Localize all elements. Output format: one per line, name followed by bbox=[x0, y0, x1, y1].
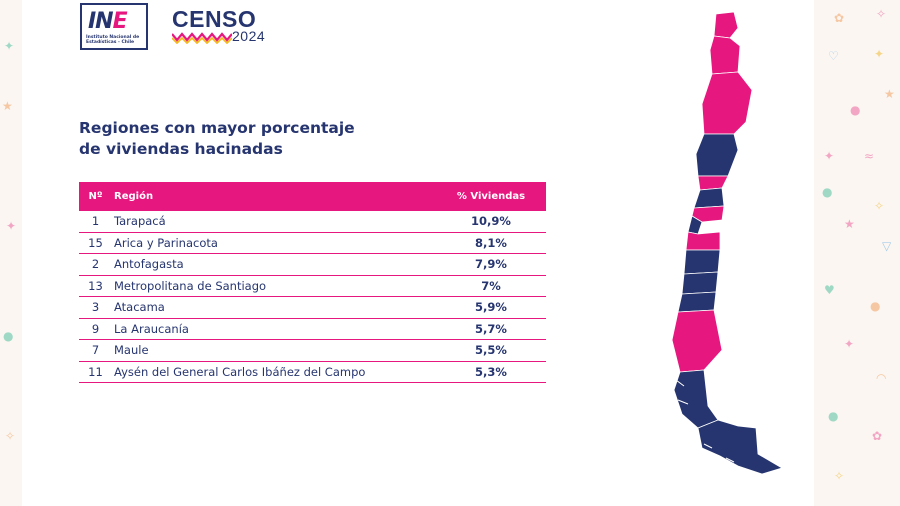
row-num: 7 bbox=[91, 343, 100, 358]
map-fjord-lines bbox=[675, 379, 735, 463]
confetti-decoration: ◠ bbox=[876, 371, 887, 385]
map-region-araucania bbox=[681, 271, 719, 295]
confetti-decoration: ● bbox=[822, 185, 833, 199]
row-pct: 5,9% bbox=[475, 300, 507, 315]
row-region: Aysén del General Carlos Ibáñez del Camp… bbox=[114, 364, 366, 379]
row-pct: 7,9% bbox=[475, 257, 507, 272]
confetti-decoration: ✿ bbox=[872, 429, 883, 443]
confetti-decoration: ≈ bbox=[864, 149, 875, 163]
row-pct: 8,1% bbox=[475, 235, 507, 250]
confetti-decoration: ✦ bbox=[844, 337, 855, 351]
row-region: La Araucanía bbox=[114, 321, 189, 336]
regions-table: Nº Región % Viviendas 1 Tarapacá 10,9% 1… bbox=[79, 182, 546, 383]
header-num: Nº bbox=[88, 191, 103, 202]
row-num: 2 bbox=[91, 257, 100, 272]
censo-logo-year: 2024 bbox=[232, 28, 266, 44]
map-region-metropolitana bbox=[691, 205, 725, 223]
ine-logo-mark: INE bbox=[88, 9, 128, 34]
row-region: Arica y Parinacota bbox=[114, 235, 218, 250]
left-decorative-border: ✦ ★ ✦ ● ✧ bbox=[0, 0, 22, 506]
confetti-decoration: ✧ bbox=[834, 469, 845, 483]
confetti-decoration: ● bbox=[870, 299, 881, 313]
table-header: Nº Región % Viviendas bbox=[79, 182, 546, 211]
confetti-decoration: ✦ bbox=[4, 39, 15, 53]
table-row: 1 Tarapacá 10,9% bbox=[79, 211, 546, 233]
map-region-arica bbox=[713, 11, 739, 39]
map-region-biobio bbox=[683, 249, 721, 275]
title-line-2: de viviendas hacinadas bbox=[79, 140, 283, 158]
confetti-decoration: ✧ bbox=[874, 199, 885, 213]
row-region: Metropolitana de Santiago bbox=[114, 278, 267, 293]
table-row: 2 Antofagasta 7,9% bbox=[79, 254, 546, 276]
table-row: 3 Atacama 5,9% bbox=[79, 297, 546, 319]
map-region-coquimbo bbox=[697, 175, 729, 191]
map-region-antofagasta bbox=[701, 71, 753, 135]
row-region: Atacama bbox=[114, 300, 165, 315]
row-pct: 7% bbox=[481, 278, 501, 293]
map-region-coquimbo-south bbox=[693, 187, 725, 209]
confetti-decoration: ★ bbox=[884, 87, 895, 101]
confetti-decoration: ♥ bbox=[824, 283, 835, 297]
row-num: 1 bbox=[91, 214, 100, 229]
table-row: 15 Arica y Parinacota 8,1% bbox=[79, 233, 546, 254]
confetti-decoration: ✿ bbox=[834, 11, 845, 25]
row-num: 11 bbox=[88, 364, 103, 379]
row-pct: 10,9% bbox=[471, 214, 511, 229]
table-row: 13 Metropolitana de Santiago 7% bbox=[79, 276, 546, 297]
map-region-maule bbox=[685, 231, 721, 251]
row-num: 9 bbox=[91, 321, 100, 336]
row-pct: 5,3% bbox=[475, 364, 507, 379]
page-title: Regiones con mayor porcentaje de viviend… bbox=[79, 118, 459, 160]
row-region: Antofagasta bbox=[114, 257, 184, 272]
table-row: 9 La Araucanía 5,7% bbox=[79, 319, 546, 340]
ine-logo: INE Instituto Nacional de Estadísticas -… bbox=[80, 3, 148, 50]
confetti-decoration: ● bbox=[828, 409, 839, 423]
censo-wave-icon bbox=[172, 32, 232, 44]
ine-logo-subtitle: Instituto Nacional de Estadísticas - Chi… bbox=[86, 35, 140, 45]
ine-logo-mark-e: E bbox=[112, 9, 128, 34]
row-region: Tarapacá bbox=[114, 214, 166, 229]
confetti-decoration: ♡ bbox=[828, 49, 839, 63]
row-region: Maule bbox=[114, 343, 149, 358]
row-num: 13 bbox=[88, 278, 103, 293]
infographic-card: INE Instituto Nacional de Estadísticas -… bbox=[22, 0, 814, 506]
header-pct: % Viviendas bbox=[456, 191, 526, 202]
censo-logo-word: CENSO bbox=[172, 6, 257, 32]
confetti-decoration: ✦ bbox=[874, 47, 885, 61]
confetti-decoration: ● bbox=[850, 103, 861, 117]
map-region-tarapaca bbox=[709, 35, 741, 75]
right-decorative-border: ✿ ✧ ♡ ✦ ★ ● ✦ ≈ ● ✧ ★ ▽ ♥ ● ✦ ◠ ● ✿ ✧ bbox=[814, 0, 900, 506]
confetti-decoration: ★ bbox=[2, 99, 13, 113]
map-region-los-lagos bbox=[671, 309, 723, 373]
chile-map-icon bbox=[671, 11, 783, 475]
table-row: 11 Aysén del General Carlos Ibáñez del C… bbox=[79, 362, 546, 383]
map-region-aysen bbox=[673, 369, 719, 429]
row-pct: 5,7% bbox=[475, 321, 507, 336]
map-region-magallanes bbox=[697, 419, 783, 475]
row-num: 15 bbox=[88, 235, 103, 250]
title-line-1: Regiones con mayor porcentaje bbox=[79, 119, 355, 137]
confetti-decoration: ● bbox=[3, 329, 14, 343]
map-region-los-rios bbox=[677, 291, 717, 313]
row-pct: 5,5% bbox=[475, 343, 507, 358]
confetti-decoration: ✦ bbox=[6, 219, 17, 233]
confetti-decoration: ★ bbox=[844, 217, 855, 231]
confetti-decoration: ✧ bbox=[876, 7, 887, 21]
row-num: 3 bbox=[91, 300, 100, 315]
table-row: 7 Maule 5,5% bbox=[79, 340, 546, 362]
header-region: Región bbox=[114, 191, 154, 202]
confetti-decoration: ✦ bbox=[824, 149, 835, 163]
map-region-atacama bbox=[695, 133, 739, 177]
confetti-decoration: ✧ bbox=[5, 429, 16, 443]
confetti-decoration: ▽ bbox=[882, 239, 892, 253]
